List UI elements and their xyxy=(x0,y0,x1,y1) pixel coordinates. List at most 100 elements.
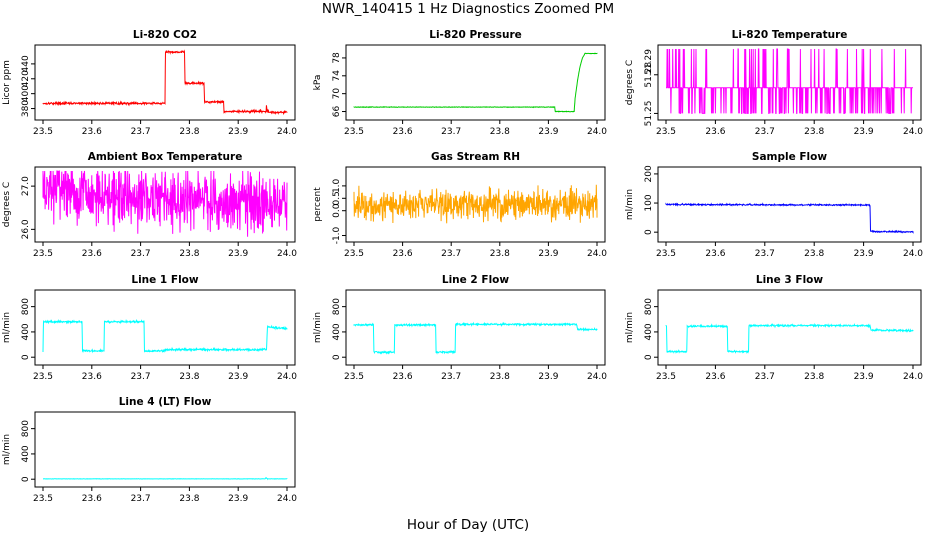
y-tick-label: 400 xyxy=(21,85,31,102)
x-tick-label: 23.8 xyxy=(804,249,824,259)
panel-title: Line 3 Flow xyxy=(756,274,823,286)
y-tick-label: 51.28 xyxy=(644,62,654,88)
panel-co2: Li-820 CO2 23.5 23.6 23.7 23.8 23.9 24.0 380400… xyxy=(2,29,297,137)
x-tick-label: 23.7 xyxy=(131,127,151,137)
y-tick-label: 420 xyxy=(21,70,31,87)
x-tick-label: 23.7 xyxy=(755,372,775,382)
x-tick-label: 23.6 xyxy=(82,127,102,137)
y-axis-label: ml/min xyxy=(2,434,12,465)
series-line xyxy=(353,321,598,355)
plot-box xyxy=(34,44,296,121)
x-tick-label: 23.8 xyxy=(804,127,824,137)
series-line xyxy=(665,202,914,234)
y-tick-label: 400 xyxy=(644,323,654,340)
plot-box xyxy=(345,289,606,366)
plot-box xyxy=(34,411,296,488)
panel-rh: Gas Stream RH 23.5 23.6 23.7 23.8 23.9 24.0 -1.… xyxy=(313,151,607,259)
x-tick-label: 23.5 xyxy=(656,249,676,259)
x-tick-label: 23.5 xyxy=(33,494,53,504)
x-tick-label: 23.8 xyxy=(179,127,199,137)
x-tick-label: 23.8 xyxy=(179,372,199,382)
x-tick-label: 23.7 xyxy=(131,372,151,382)
panel-temp: Li-820 Temperature 23.5 23.6 23.7 23.8 23.9 24… xyxy=(625,29,923,137)
series-line xyxy=(666,48,913,114)
x-tick-label: 23.9 xyxy=(538,249,558,259)
x-tick-label: 24.0 xyxy=(587,372,607,382)
y-tick-label: 800 xyxy=(332,298,342,315)
panel-line4: Line 4 (LT) Flow 23.5 23.6 23.7 23.8 23.9 24.0… xyxy=(2,396,297,504)
x-tick-label: 24.0 xyxy=(903,249,923,259)
panel-title: Sample Flow xyxy=(752,151,827,163)
series-line xyxy=(42,170,288,237)
y-axis-label: Licor ppm xyxy=(2,60,12,105)
series-line xyxy=(42,318,288,354)
x-tick-label: 23.7 xyxy=(755,127,775,137)
y-axis-label: ml/min xyxy=(625,312,635,343)
x-tick-label: 23.6 xyxy=(393,127,413,137)
y-tick-label: -1.0 xyxy=(332,226,342,244)
x-tick-label: 24.0 xyxy=(587,249,607,259)
panel-line2: Line 2 Flow 23.5 23.6 23.7 23.8 23.9 24.0 0 400 8… xyxy=(313,274,607,382)
x-tick-label: 23.7 xyxy=(441,372,461,382)
x-tick-label: 23.5 xyxy=(33,249,53,259)
x-tick-label: 23.8 xyxy=(490,249,510,259)
y-axis-label: ml/min xyxy=(2,312,12,343)
series-line xyxy=(353,184,598,224)
plot-box xyxy=(34,166,296,243)
x-tick-label: 23.9 xyxy=(538,372,558,382)
x-tick-label: 23.8 xyxy=(179,249,199,259)
x-tick-label: 24.0 xyxy=(903,372,923,382)
x-tick-label: 23.5 xyxy=(344,249,364,259)
x-tick-label: 24.0 xyxy=(277,127,297,137)
x-tick-label: 23.7 xyxy=(131,249,151,259)
y-tick-label: 800 xyxy=(644,298,654,315)
x-tick-label: 23.6 xyxy=(393,372,413,382)
x-tick-label: 23.6 xyxy=(82,494,102,504)
y-tick-label: 27.0 xyxy=(21,176,31,196)
x-tick-label: 23.9 xyxy=(538,127,558,137)
y-tick-label: 0 xyxy=(21,354,31,360)
panel-title: Li-820 Pressure xyxy=(429,29,522,41)
y-tick-label: 100 xyxy=(644,194,654,211)
x-tick-label: 23.5 xyxy=(33,372,53,382)
figure-title: NWR_140415 1 Hz Diagnostics Zoomed PM xyxy=(321,1,615,17)
panel-title: Li-820 CO2 xyxy=(133,29,197,41)
y-tick-label: 400 xyxy=(21,323,31,340)
y-tick-label: 66 xyxy=(332,106,342,118)
x-tick-label: 24.0 xyxy=(277,494,297,504)
plot-box xyxy=(657,44,922,121)
panel-line3: Line 3 Flow 23.5 23.6 23.7 23.8 23.9 24.0 0 400 8… xyxy=(625,274,923,382)
panel-title: Li-820 Temperature xyxy=(732,29,848,41)
y-axis-label: degrees C xyxy=(2,182,12,227)
y-axis-label: degrees C xyxy=(625,60,635,105)
y-axis-label: kPa xyxy=(313,75,323,91)
x-tick-label: 23.9 xyxy=(228,127,248,137)
panel-title: Gas Stream RH xyxy=(431,151,520,163)
x-tick-label: 23.9 xyxy=(228,249,248,259)
y-tick-label: 800 xyxy=(21,298,31,315)
plot-box xyxy=(345,166,606,243)
x-tick-label: 23.7 xyxy=(441,249,461,259)
panel-title: Line 4 (LT) Flow xyxy=(119,396,212,408)
x-tick-label: 23.5 xyxy=(344,127,364,137)
panel-title: Line 2 Flow xyxy=(442,274,509,286)
series-line xyxy=(42,49,288,116)
y-tick-label: 70 xyxy=(332,88,342,100)
plot-box xyxy=(657,166,922,243)
y-tick-label: 0 xyxy=(644,229,654,235)
series-line xyxy=(353,52,598,113)
x-tick-label: 23.9 xyxy=(854,127,874,137)
x-tick-label: 23.6 xyxy=(705,249,725,259)
y-axis-label: percent xyxy=(313,187,323,222)
y-tick-label: 400 xyxy=(332,323,342,340)
y-tick-label: 380 xyxy=(21,100,31,117)
y-tick-label: 200 xyxy=(644,165,654,182)
x-tick-label: 23.8 xyxy=(804,372,824,382)
x-tick-label: 23.6 xyxy=(705,127,725,137)
y-tick-label: 440 xyxy=(21,55,31,72)
y-tick-label: 0.0 xyxy=(332,203,342,218)
y-tick-label: 51.29 xyxy=(644,49,654,75)
x-tick-label: 24.0 xyxy=(277,372,297,382)
